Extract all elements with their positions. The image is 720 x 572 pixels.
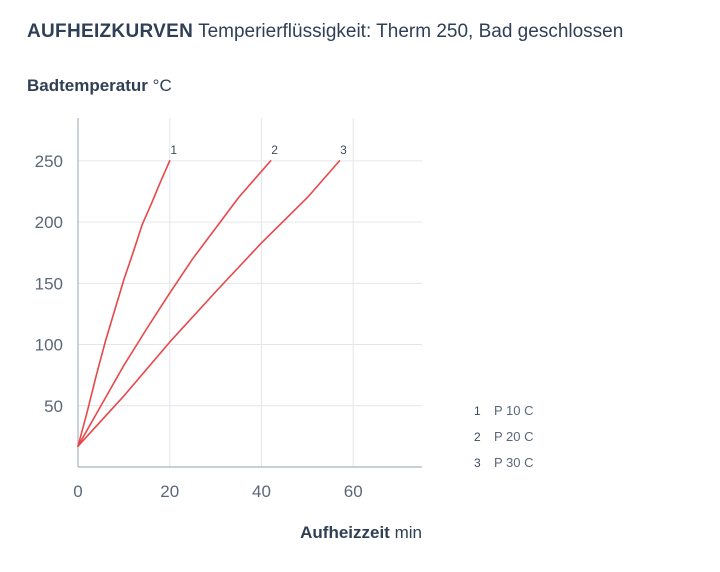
legend-number: 2 [474, 430, 481, 444]
chart-title-bold: AUFHEIZKURVEN [27, 21, 194, 42]
curve-2 [77, 160, 272, 447]
y-tick-label: 200 [35, 213, 63, 232]
curve-3 [77, 160, 341, 447]
tick-labels: 50 100 150 200 250 0 20 40 60 [35, 152, 363, 501]
curve-label-1: 1 [170, 143, 177, 157]
y-axis-label: Badtemperatur °C [27, 76, 172, 96]
y-tick-label: 250 [35, 152, 63, 171]
x-tick-label: 0 [73, 482, 82, 501]
curve-label-2: 2 [271, 143, 278, 157]
curves: 1 2 3 [77, 143, 347, 447]
y-tick-label: 150 [35, 274, 63, 293]
x-tick-label: 20 [160, 482, 179, 501]
chart-subtitle: Temperierflüssigkeit: Therm 250, Bad ges… [198, 21, 624, 42]
y-axis-label-text: Badtemperatur [27, 76, 148, 95]
legend-entry: P 20 C [494, 429, 534, 444]
chart-title: AUFHEIZKURVEN Temperierflüssigkeit: Ther… [27, 21, 623, 43]
x-axis-label-text: Aufheizzeit [300, 523, 390, 542]
x-axis-label: Aufheizzeit min [300, 523, 422, 543]
grid-lines [78, 118, 422, 467]
y-tick-label: 100 [35, 336, 63, 355]
legend: 1 P 10 C 2 P 20 C 3 P 30 C [474, 403, 534, 470]
legend-number: 1 [474, 404, 481, 418]
curve-label-3: 3 [340, 143, 347, 157]
y-axis-unit: °C [152, 76, 172, 95]
x-tick-label: 40 [252, 482, 271, 501]
axes [77, 118, 422, 468]
legend-entry: P 30 C [494, 455, 534, 470]
legend-entry: P 10 C [494, 403, 534, 418]
x-tick-label: 60 [344, 482, 363, 501]
curve-1 [77, 160, 171, 447]
y-tick-label: 50 [44, 397, 63, 416]
legend-number: 3 [474, 456, 481, 470]
x-axis-unit: min [394, 523, 422, 542]
